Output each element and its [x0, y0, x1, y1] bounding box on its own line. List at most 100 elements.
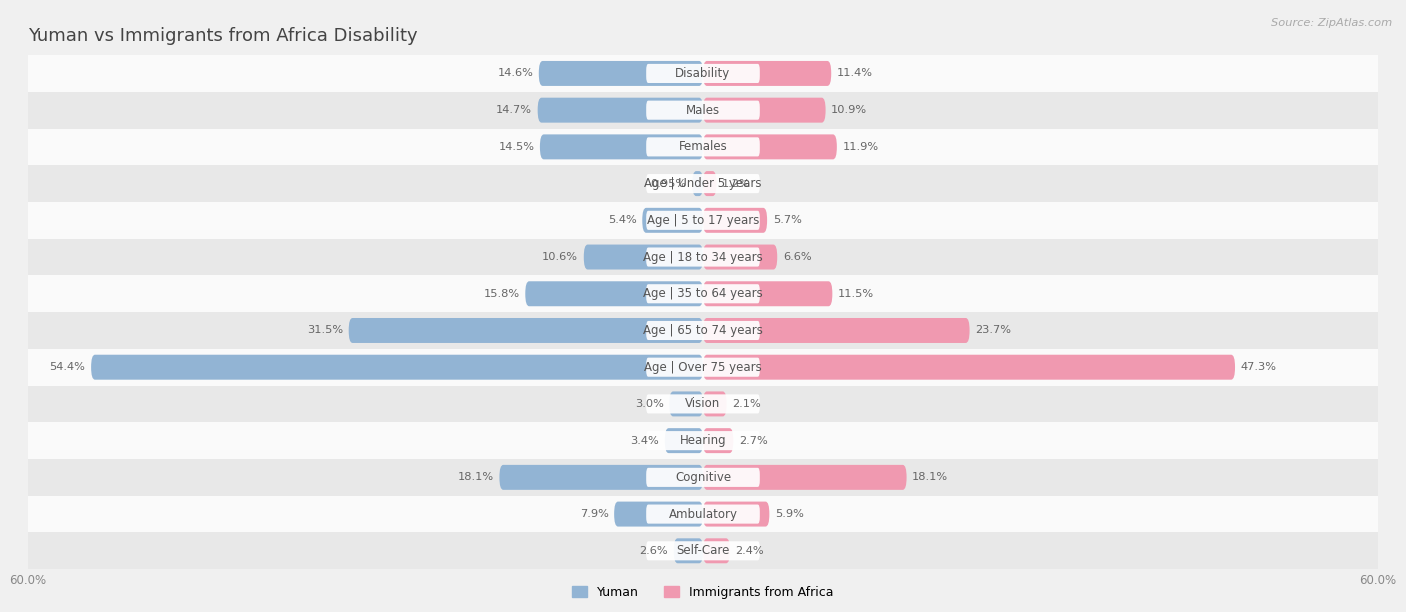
Text: 47.3%: 47.3%	[1240, 362, 1277, 372]
Text: 18.1%: 18.1%	[458, 472, 494, 482]
FancyBboxPatch shape	[647, 247, 759, 267]
Text: 31.5%: 31.5%	[307, 326, 343, 335]
Bar	[28, 496, 1378, 532]
Text: 11.5%: 11.5%	[838, 289, 875, 299]
Text: Source: ZipAtlas.com: Source: ZipAtlas.com	[1271, 18, 1392, 28]
FancyBboxPatch shape	[647, 541, 759, 561]
Text: Cognitive: Cognitive	[675, 471, 731, 484]
FancyBboxPatch shape	[526, 282, 703, 306]
FancyBboxPatch shape	[647, 394, 759, 414]
Text: 54.4%: 54.4%	[49, 362, 86, 372]
Text: 14.7%: 14.7%	[496, 105, 531, 115]
FancyBboxPatch shape	[703, 245, 778, 269]
Bar	[28, 349, 1378, 386]
FancyBboxPatch shape	[703, 502, 769, 526]
Bar	[28, 165, 1378, 202]
Text: 18.1%: 18.1%	[912, 472, 948, 482]
Text: Females: Females	[679, 140, 727, 154]
FancyBboxPatch shape	[647, 357, 759, 377]
Bar	[28, 386, 1378, 422]
Text: 15.8%: 15.8%	[484, 289, 520, 299]
Text: 6.6%: 6.6%	[783, 252, 811, 262]
Text: 14.5%: 14.5%	[498, 142, 534, 152]
FancyBboxPatch shape	[647, 174, 759, 193]
Bar	[28, 422, 1378, 459]
Bar	[28, 92, 1378, 129]
Text: 14.6%: 14.6%	[498, 69, 533, 78]
FancyBboxPatch shape	[540, 135, 703, 159]
Text: 5.7%: 5.7%	[773, 215, 801, 225]
Text: 0.95%: 0.95%	[651, 179, 686, 188]
FancyBboxPatch shape	[537, 98, 703, 122]
FancyBboxPatch shape	[647, 137, 759, 157]
FancyBboxPatch shape	[703, 318, 970, 343]
Bar	[28, 275, 1378, 312]
Text: Yuman vs Immigrants from Africa Disability: Yuman vs Immigrants from Africa Disabili…	[28, 27, 418, 45]
Bar	[28, 239, 1378, 275]
Text: Age | 65 to 74 years: Age | 65 to 74 years	[643, 324, 763, 337]
Text: 3.0%: 3.0%	[634, 399, 664, 409]
Bar	[28, 459, 1378, 496]
Text: Age | 35 to 64 years: Age | 35 to 64 years	[643, 287, 763, 300]
FancyBboxPatch shape	[703, 282, 832, 306]
FancyBboxPatch shape	[91, 355, 703, 379]
Text: Males: Males	[686, 103, 720, 117]
Text: Ambulatory: Ambulatory	[668, 507, 738, 521]
FancyBboxPatch shape	[538, 61, 703, 86]
Text: 2.4%: 2.4%	[735, 546, 765, 556]
FancyBboxPatch shape	[614, 502, 703, 526]
Text: 7.9%: 7.9%	[579, 509, 609, 519]
FancyBboxPatch shape	[703, 465, 907, 490]
FancyBboxPatch shape	[647, 64, 759, 83]
Text: 2.6%: 2.6%	[640, 546, 668, 556]
Text: 2.1%: 2.1%	[733, 399, 761, 409]
FancyBboxPatch shape	[669, 392, 703, 416]
FancyBboxPatch shape	[692, 171, 703, 196]
FancyBboxPatch shape	[647, 211, 759, 230]
FancyBboxPatch shape	[647, 431, 759, 450]
Text: 5.4%: 5.4%	[607, 215, 637, 225]
Text: 23.7%: 23.7%	[976, 326, 1011, 335]
Text: 3.4%: 3.4%	[630, 436, 659, 446]
FancyBboxPatch shape	[703, 61, 831, 86]
Text: Vision: Vision	[685, 397, 721, 411]
FancyBboxPatch shape	[703, 98, 825, 122]
Text: 1.2%: 1.2%	[723, 179, 751, 188]
Text: Self-Care: Self-Care	[676, 544, 730, 558]
Bar	[28, 202, 1378, 239]
Text: 10.6%: 10.6%	[543, 252, 578, 262]
Text: 2.7%: 2.7%	[740, 436, 768, 446]
Text: Age | Under 5 years: Age | Under 5 years	[644, 177, 762, 190]
Bar	[28, 532, 1378, 569]
Text: 5.9%: 5.9%	[775, 509, 804, 519]
FancyBboxPatch shape	[647, 321, 759, 340]
FancyBboxPatch shape	[665, 428, 703, 453]
FancyBboxPatch shape	[647, 468, 759, 487]
Text: 11.9%: 11.9%	[842, 142, 879, 152]
FancyBboxPatch shape	[583, 245, 703, 269]
FancyBboxPatch shape	[703, 392, 727, 416]
FancyBboxPatch shape	[703, 355, 1234, 379]
FancyBboxPatch shape	[703, 208, 768, 233]
Legend: Yuman, Immigrants from Africa: Yuman, Immigrants from Africa	[572, 586, 834, 599]
Text: Hearing: Hearing	[679, 434, 727, 447]
FancyBboxPatch shape	[647, 100, 759, 120]
FancyBboxPatch shape	[647, 284, 759, 304]
Text: Age | Over 75 years: Age | Over 75 years	[644, 360, 762, 374]
FancyBboxPatch shape	[703, 428, 734, 453]
Bar	[28, 129, 1378, 165]
Bar	[28, 312, 1378, 349]
Bar	[28, 55, 1378, 92]
Text: 11.4%: 11.4%	[837, 69, 873, 78]
FancyBboxPatch shape	[647, 504, 759, 524]
Text: Disability: Disability	[675, 67, 731, 80]
FancyBboxPatch shape	[349, 318, 703, 343]
FancyBboxPatch shape	[643, 208, 703, 233]
FancyBboxPatch shape	[703, 135, 837, 159]
FancyBboxPatch shape	[703, 539, 730, 563]
Text: Age | 18 to 34 years: Age | 18 to 34 years	[643, 250, 763, 264]
Text: Age | 5 to 17 years: Age | 5 to 17 years	[647, 214, 759, 227]
FancyBboxPatch shape	[673, 539, 703, 563]
FancyBboxPatch shape	[703, 171, 717, 196]
FancyBboxPatch shape	[499, 465, 703, 490]
